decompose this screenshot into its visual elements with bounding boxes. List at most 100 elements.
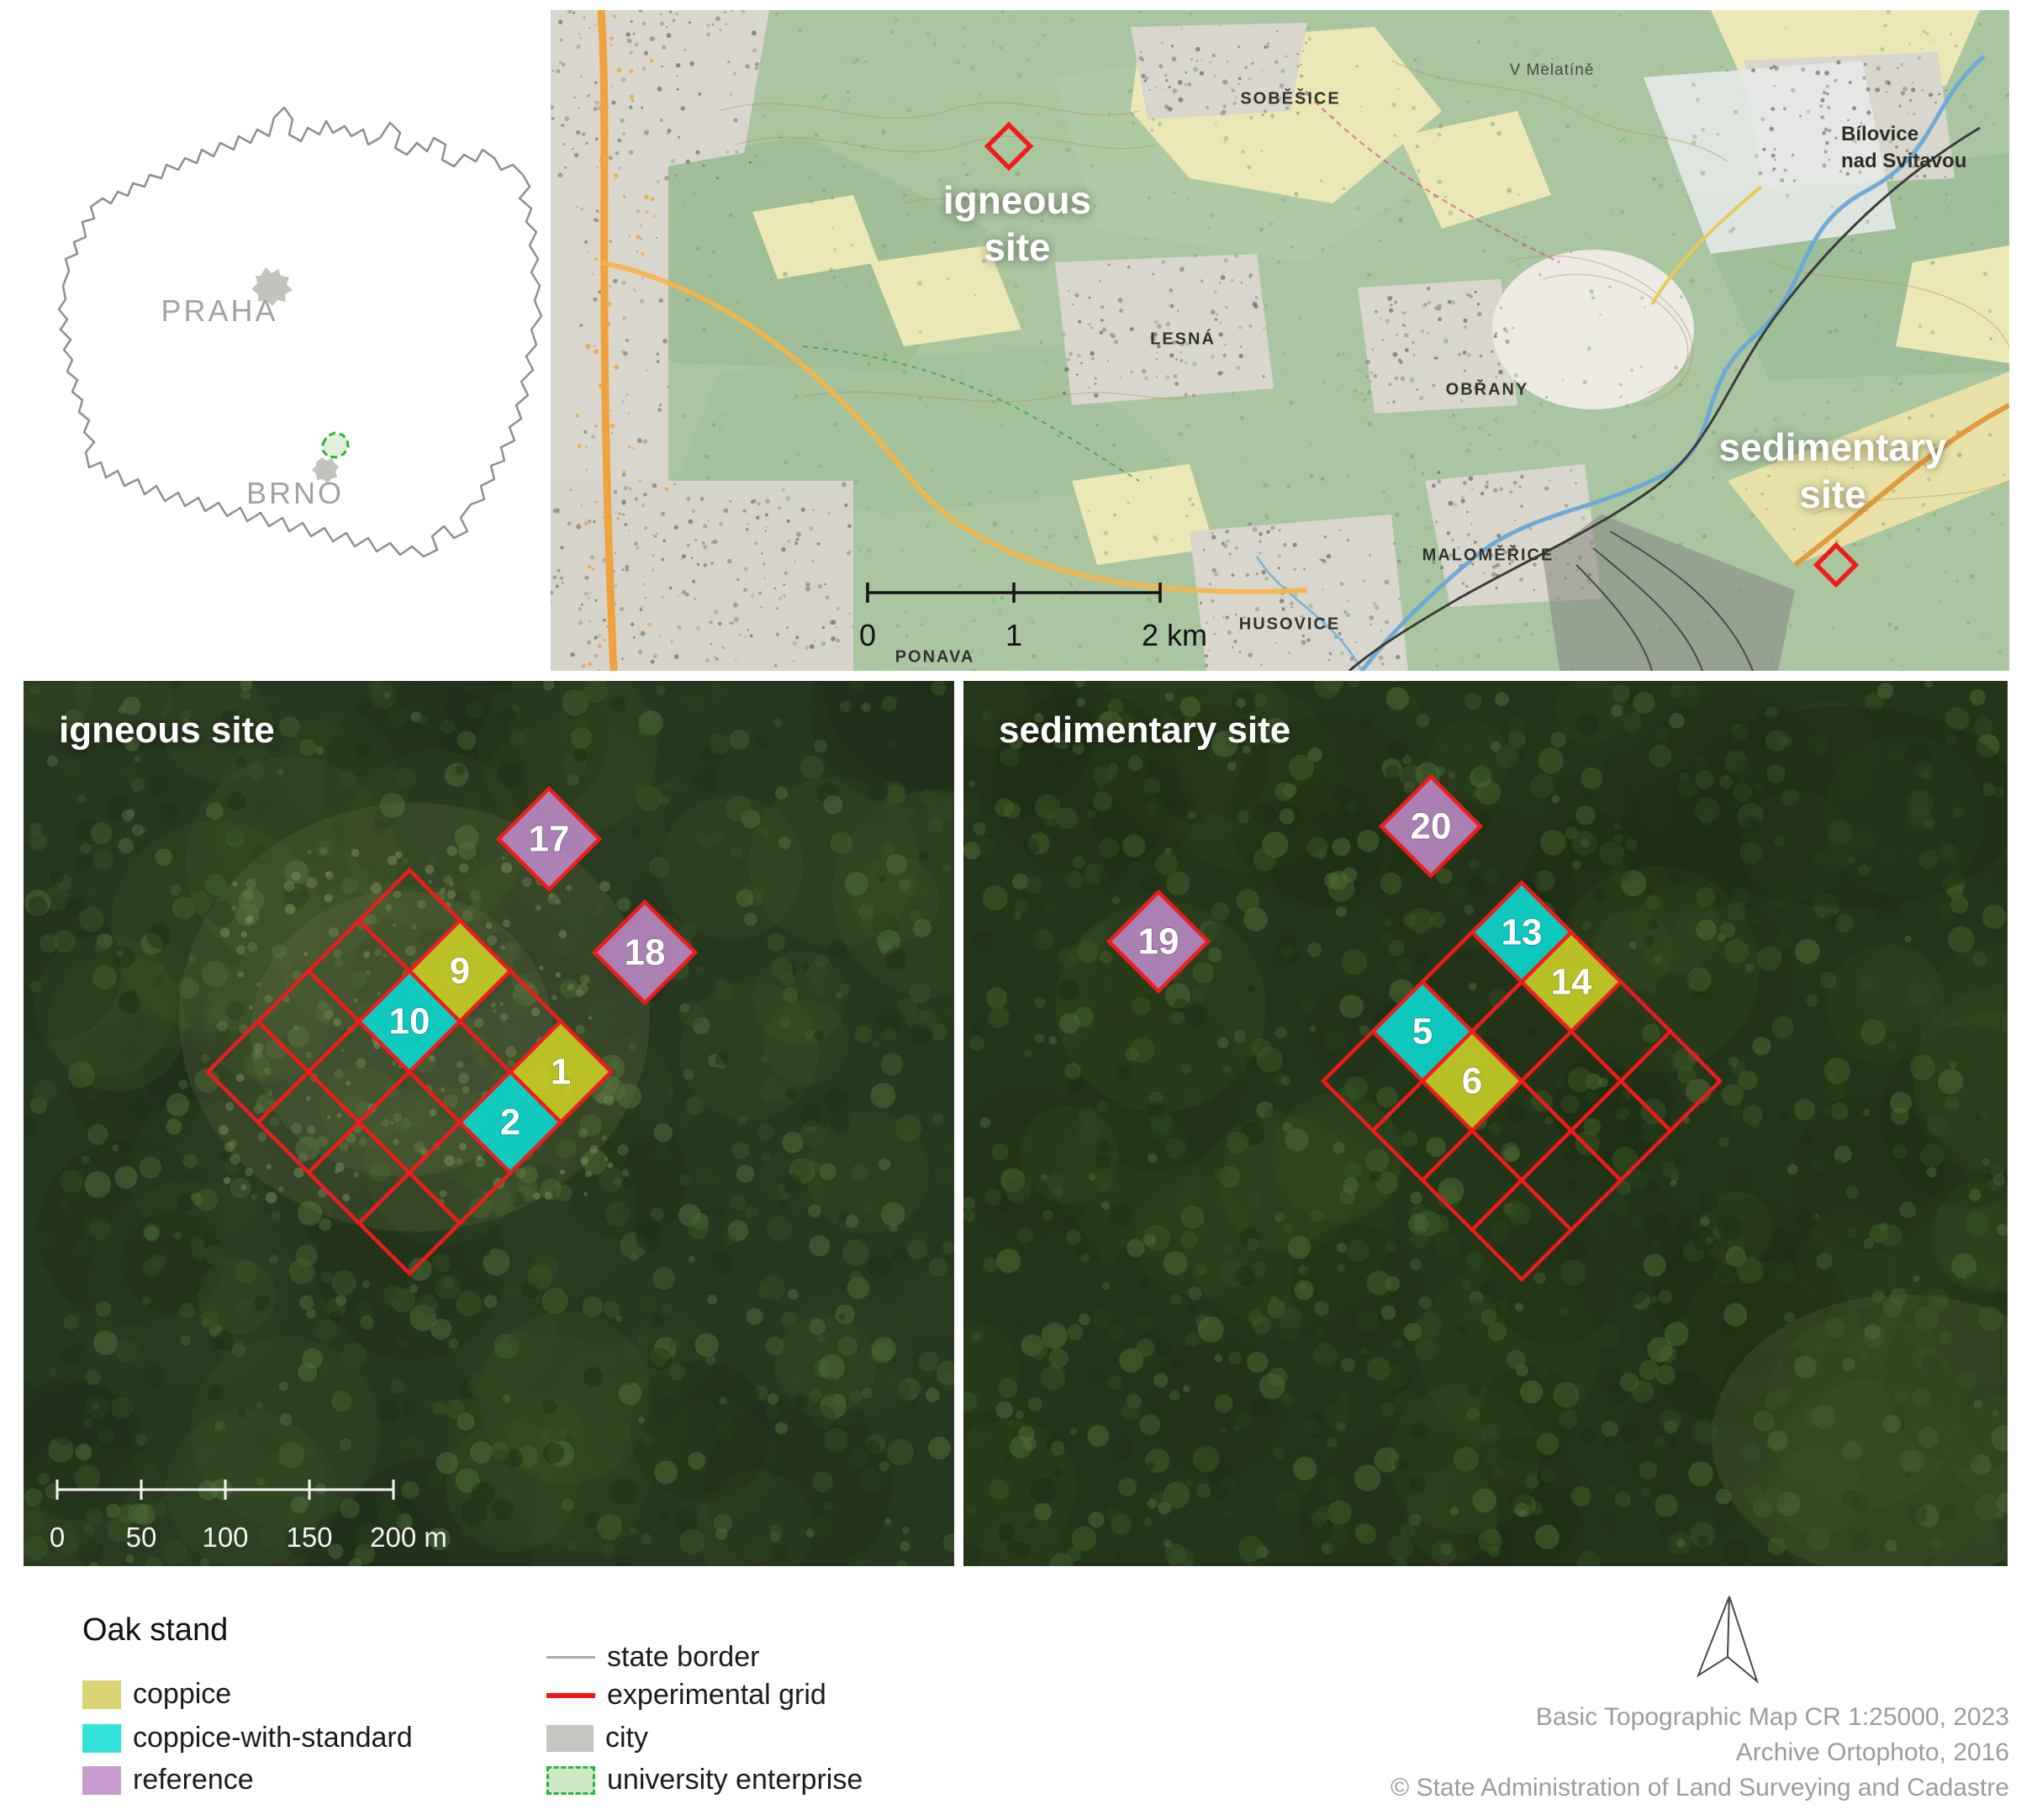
texture-dot	[666, 33, 672, 39]
texture-dot	[1234, 254, 1239, 258]
texture-dot	[714, 656, 716, 659]
texture-dot	[1116, 1064, 1132, 1079]
texture-dot	[1015, 171, 1021, 177]
texture-dot	[1437, 303, 1443, 309]
texture-dot	[583, 1191, 588, 1196]
texture-dot	[1513, 481, 1517, 485]
texture-dot	[456, 808, 474, 827]
texture-dot	[1206, 621, 1208, 625]
texture-dot	[1640, 296, 1644, 300]
texture-dot	[1148, 196, 1151, 200]
texture-dot	[616, 897, 631, 912]
texture-dot	[614, 364, 620, 370]
texture-dot	[1245, 572, 1249, 578]
texture-dot	[783, 461, 789, 466]
texture-dot	[295, 1136, 320, 1161]
texture-dot	[1033, 713, 1044, 723]
texture-dot	[361, 1280, 371, 1289]
texture-dot	[1707, 288, 1711, 291]
texture-dot	[1239, 415, 1244, 420]
texture-dot	[252, 1049, 262, 1059]
texture-dot	[1405, 198, 1411, 203]
texture-dot	[717, 1420, 736, 1440]
texture-dot	[1611, 704, 1623, 717]
texture-dot	[622, 194, 626, 198]
texture-dot	[283, 883, 309, 909]
texture-dot	[305, 877, 318, 889]
texture-dot	[134, 755, 141, 763]
texture-dot	[1622, 712, 1642, 732]
texture-dot	[225, 1000, 245, 1020]
igneous-panel-title: igneous site	[59, 710, 275, 751]
texture-dot	[1169, 304, 1174, 309]
texture-dot	[942, 1136, 954, 1155]
texture-dot	[1437, 179, 1443, 185]
texture-dot	[587, 519, 592, 524]
texture-dot	[596, 1513, 623, 1541]
texture-dot	[1370, 372, 1373, 374]
texture-dot	[190, 1236, 205, 1251]
texture-dot	[1022, 838, 1039, 855]
texture-dot	[558, 61, 562, 64]
texture-dot	[1643, 1253, 1666, 1277]
texture-dot	[1751, 68, 1755, 73]
texture-dot	[674, 174, 678, 177]
texture-dot	[1343, 187, 1346, 191]
texture-dot	[1559, 1307, 1569, 1316]
texture-dot	[736, 1164, 755, 1184]
texture-dot	[1728, 229, 1734, 234]
texture-dot	[1280, 1076, 1290, 1086]
texture-dot	[807, 1204, 821, 1218]
texture-dot	[1457, 546, 1460, 549]
texture-dot	[1958, 1442, 1982, 1465]
texture-dot	[483, 1295, 498, 1309]
texture-dot	[1410, 1422, 1427, 1439]
texture-dot	[1479, 354, 1483, 358]
texture-dot	[918, 396, 923, 401]
texture-dot	[1690, 278, 1695, 283]
texture-dot	[824, 1088, 850, 1114]
texture-dot	[1992, 123, 1995, 125]
texture-dot	[652, 1401, 776, 1524]
texture-dot	[1238, 325, 1243, 330]
texture-dot	[1946, 526, 1951, 532]
texture-dot	[636, 235, 641, 240]
texture-dot	[235, 756, 247, 768]
road	[1650, 185, 1763, 306]
texture-dot	[1426, 331, 1430, 335]
texture-dot	[446, 845, 457, 857]
texture-dot	[105, 1503, 120, 1518]
texture-dot	[493, 1068, 504, 1081]
texture-dot	[1191, 393, 1195, 398]
texture-dot	[1855, 141, 1857, 144]
texture-dot	[146, 924, 172, 949]
texture-dot	[1343, 1177, 1359, 1195]
texture-dot	[1715, 1488, 1732, 1505]
texture-dot	[997, 1378, 1018, 1399]
texture-dot	[121, 854, 146, 878]
texture-dot	[1165, 793, 1190, 818]
texture-dot	[1091, 357, 1095, 361]
texture-dot	[567, 1541, 578, 1551]
texture-dot	[24, 1368, 29, 1378]
texture-dot	[978, 94, 981, 97]
texture-dot	[1398, 358, 1402, 362]
texture-dot	[686, 544, 690, 547]
texture-dot	[1175, 358, 1178, 361]
texture-dot	[1828, 129, 1832, 133]
texture-dot	[861, 144, 866, 149]
texture-dot	[1893, 1390, 1908, 1404]
texture-dot	[638, 10, 643, 13]
texture-dot	[403, 1435, 427, 1459]
texture-dot	[180, 710, 192, 722]
texture-dot	[1583, 1117, 1602, 1136]
texture-dot	[258, 1522, 284, 1548]
texture-dot	[1252, 1261, 1268, 1277]
texture-dot	[816, 1334, 826, 1343]
texture-dot	[603, 619, 606, 622]
texture-dot	[777, 1183, 787, 1193]
texture-dot	[1238, 1536, 1264, 1562]
texture-dot	[1158, 64, 1164, 69]
texture-dot	[1938, 92, 1941, 96]
